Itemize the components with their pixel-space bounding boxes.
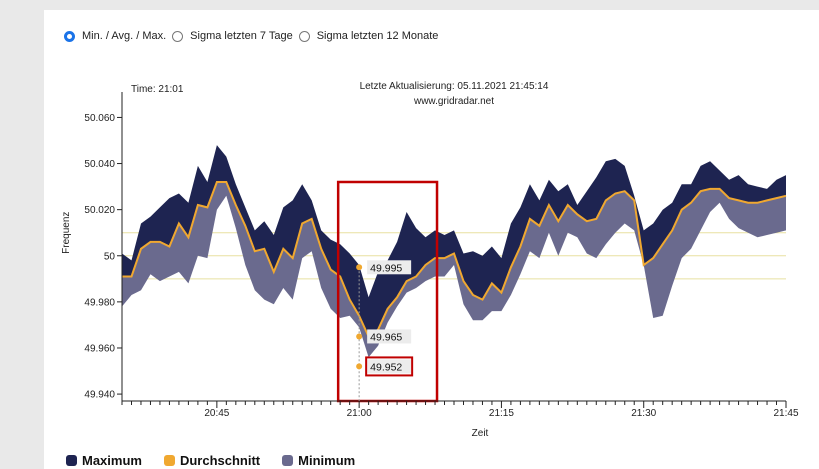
series-area-maximum <box>122 145 786 337</box>
last-update-label: Letzte Aktualisierung: 05.11.2021 21:45:… <box>360 81 549 92</box>
annotation-label: 49.952 <box>370 361 402 373</box>
x-axis-label: Zeit <box>472 428 489 439</box>
annotation-label: 49.965 <box>370 331 402 343</box>
legend-label: Durchschnitt <box>179 453 261 468</box>
series-line-durchschnitt <box>122 181 787 339</box>
legend: Maximum Durchschnitt Minimum <box>66 453 377 468</box>
y-tick-label: 50.060 <box>84 113 115 124</box>
option-label: Sigma letzten 7 Tage <box>190 30 293 42</box>
legend-label: Maximum <box>82 453 142 468</box>
legend-label: Minimum <box>298 453 356 468</box>
radio-icon[interactable] <box>172 30 184 42</box>
series-areas <box>122 145 787 358</box>
annotation-label-bg <box>367 359 412 374</box>
legend-swatch-durchschnitt <box>163 455 175 466</box>
legend-swatch-maximum <box>66 455 77 466</box>
x-tick-label: 21:45 <box>773 408 798 419</box>
y-tick-label: 49.940 <box>84 390 115 401</box>
legend-swatch-minimum <box>282 455 294 466</box>
legend-item-minimum[interactable]: Minimum <box>282 453 355 468</box>
radio-icon[interactable] <box>298 30 310 42</box>
y-axis-label: Frequenz <box>61 212 72 254</box>
cursor-time-label: Time: 21:01 <box>131 84 184 95</box>
radio-selected-icon[interactable] <box>64 30 75 42</box>
option-label: Min. / Avg. / Max. <box>82 30 167 42</box>
series-area-minimum <box>122 182 786 358</box>
annotation-point <box>356 264 363 271</box>
annotation-label-bg <box>367 329 412 344</box>
x-tick-label: 21:30 <box>631 408 656 419</box>
annotations: 49.995 49.965 49.952 <box>356 260 414 401</box>
y-tick-label: 49.960 <box>84 343 115 354</box>
option-sigma-7-days[interactable]: Sigma letzten 7 Tage <box>172 30 293 42</box>
axes: 50.060 50.040 50.020 50 49.980 49.960 49.940 20… <box>61 92 799 439</box>
y-tick-label: 50.040 <box>84 159 115 170</box>
annotation-label: 49.995 <box>370 262 402 274</box>
x-tick-label: 20:45 <box>204 408 229 419</box>
y-tick-label: 50.020 <box>84 205 115 216</box>
y-tick-label: 50 <box>104 251 116 262</box>
option-label: Sigma letzten 12 Monate <box>316 30 439 42</box>
annotation-point <box>356 333 363 340</box>
site-label: www.gridradar.net <box>413 96 494 107</box>
option-min-avg-max[interactable]: Min. / Avg. / Max. <box>64 30 166 42</box>
annotation-point <box>356 363 363 370</box>
x-tick-label: 21:15 <box>489 408 514 419</box>
x-tick-label: 21:00 <box>347 408 372 419</box>
y-tick-label: 49.980 <box>84 297 115 308</box>
option-sigma-12-months[interactable]: Sigma letzten 12 Monate <box>298 30 439 42</box>
view-mode-options: Min. / Avg. / Max. Sigma letzten 7 Tage … <box>64 27 438 45</box>
legend-item-maximum[interactable]: Maximum <box>66 453 142 468</box>
annotation-label-bg <box>367 260 412 275</box>
legend-item-durchschnitt[interactable]: Durchschnitt <box>163 453 261 468</box>
annotation-highlight-box <box>365 356 414 377</box>
